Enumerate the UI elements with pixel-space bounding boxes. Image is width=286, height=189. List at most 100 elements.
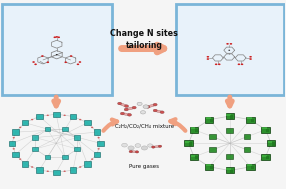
FancyBboxPatch shape	[21, 161, 28, 167]
FancyBboxPatch shape	[36, 114, 43, 119]
FancyBboxPatch shape	[247, 164, 252, 167]
FancyBboxPatch shape	[267, 140, 275, 146]
FancyBboxPatch shape	[70, 167, 76, 173]
FancyBboxPatch shape	[62, 155, 68, 159]
Circle shape	[140, 111, 146, 114]
Text: C₂H₂/CO₂/CH₄ mixture: C₂H₂/CO₂/CH₄ mixture	[115, 124, 174, 129]
Circle shape	[56, 54, 57, 55]
FancyBboxPatch shape	[84, 161, 91, 167]
FancyArrowPatch shape	[170, 119, 185, 131]
FancyBboxPatch shape	[251, 119, 254, 122]
Circle shape	[143, 105, 149, 108]
Circle shape	[118, 102, 122, 105]
FancyBboxPatch shape	[189, 142, 192, 146]
Ellipse shape	[154, 110, 163, 113]
FancyBboxPatch shape	[268, 141, 273, 143]
Circle shape	[41, 55, 44, 57]
FancyBboxPatch shape	[2, 4, 112, 94]
Circle shape	[141, 146, 148, 150]
Circle shape	[31, 166, 33, 168]
Circle shape	[137, 102, 142, 106]
FancyBboxPatch shape	[195, 156, 198, 159]
FancyBboxPatch shape	[266, 129, 269, 132]
FancyBboxPatch shape	[261, 154, 270, 160]
FancyBboxPatch shape	[205, 164, 213, 170]
Circle shape	[79, 119, 82, 120]
FancyBboxPatch shape	[246, 117, 255, 123]
FancyBboxPatch shape	[195, 129, 198, 132]
Circle shape	[98, 137, 100, 139]
FancyBboxPatch shape	[272, 142, 275, 146]
FancyBboxPatch shape	[191, 127, 195, 129]
Circle shape	[19, 158, 21, 160]
Circle shape	[249, 58, 252, 60]
Circle shape	[70, 55, 72, 57]
FancyBboxPatch shape	[97, 141, 104, 146]
Text: Change N sites: Change N sites	[110, 29, 178, 38]
Circle shape	[132, 106, 136, 109]
Circle shape	[79, 61, 81, 63]
Circle shape	[124, 105, 128, 107]
Circle shape	[13, 137, 15, 139]
Circle shape	[146, 105, 150, 108]
Circle shape	[98, 148, 100, 149]
FancyBboxPatch shape	[227, 114, 231, 116]
FancyBboxPatch shape	[94, 129, 100, 135]
FancyBboxPatch shape	[84, 120, 91, 125]
FancyBboxPatch shape	[74, 147, 80, 151]
Circle shape	[57, 36, 60, 38]
Circle shape	[128, 114, 132, 116]
Circle shape	[226, 43, 229, 45]
Circle shape	[79, 166, 82, 168]
Circle shape	[31, 119, 33, 120]
FancyBboxPatch shape	[70, 114, 76, 119]
FancyBboxPatch shape	[184, 140, 193, 146]
FancyBboxPatch shape	[9, 141, 15, 146]
FancyBboxPatch shape	[190, 127, 198, 133]
FancyBboxPatch shape	[210, 119, 213, 122]
Ellipse shape	[147, 104, 156, 107]
FancyBboxPatch shape	[12, 129, 19, 135]
Circle shape	[91, 127, 93, 128]
Ellipse shape	[152, 146, 161, 148]
FancyBboxPatch shape	[94, 152, 100, 157]
Circle shape	[135, 151, 139, 153]
Circle shape	[160, 111, 164, 114]
Circle shape	[120, 112, 124, 115]
Circle shape	[32, 61, 35, 63]
FancyBboxPatch shape	[209, 134, 216, 139]
FancyBboxPatch shape	[209, 147, 216, 152]
Circle shape	[77, 64, 79, 65]
Circle shape	[218, 64, 221, 65]
Circle shape	[249, 56, 252, 58]
FancyBboxPatch shape	[62, 127, 68, 132]
FancyBboxPatch shape	[251, 166, 254, 169]
FancyBboxPatch shape	[231, 115, 233, 119]
Circle shape	[229, 50, 230, 51]
FancyBboxPatch shape	[36, 167, 43, 173]
FancyBboxPatch shape	[205, 117, 213, 123]
FancyArrowPatch shape	[227, 97, 232, 106]
FancyBboxPatch shape	[176, 4, 284, 94]
FancyBboxPatch shape	[226, 113, 234, 119]
Circle shape	[153, 103, 157, 106]
FancyBboxPatch shape	[226, 167, 234, 174]
FancyBboxPatch shape	[32, 147, 38, 151]
Circle shape	[47, 170, 49, 172]
Circle shape	[206, 58, 209, 60]
FancyBboxPatch shape	[32, 136, 38, 140]
Circle shape	[129, 150, 132, 153]
Circle shape	[63, 115, 66, 116]
Circle shape	[19, 127, 21, 128]
FancyBboxPatch shape	[227, 168, 231, 170]
FancyBboxPatch shape	[45, 155, 50, 159]
Ellipse shape	[121, 113, 130, 115]
FancyArrowPatch shape	[122, 45, 164, 52]
Ellipse shape	[119, 103, 128, 107]
Circle shape	[230, 43, 232, 45]
FancyBboxPatch shape	[185, 141, 190, 143]
Text: Pure gases: Pure gases	[130, 164, 159, 169]
FancyBboxPatch shape	[210, 166, 213, 169]
FancyBboxPatch shape	[266, 156, 269, 159]
Circle shape	[158, 145, 162, 147]
